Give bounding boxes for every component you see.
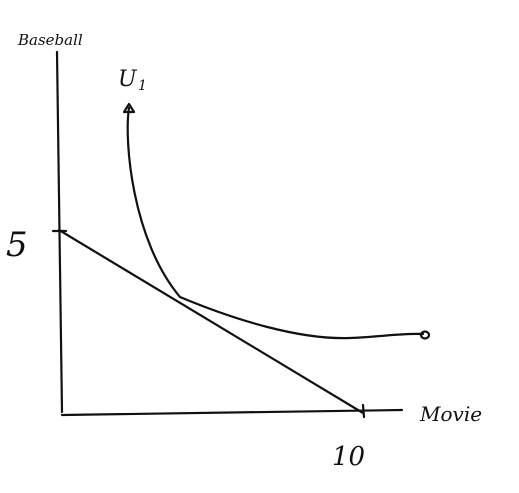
y-intercept-label: 5 — [6, 225, 28, 265]
y-axis-label: Baseball — [17, 31, 83, 49]
curve-top-arrowhead — [122, 102, 136, 114]
curve-label-subscript: 1 — [138, 78, 147, 94]
x-intercept-tick — [361, 403, 366, 419]
x-axis-label: Movie — [419, 402, 482, 426]
x-axis — [60, 408, 404, 417]
curve-end-marker — [419, 330, 431, 340]
indifference-curve — [126, 106, 425, 340]
y-axis — [55, 50, 64, 414]
x-intercept-label: 10 — [332, 442, 365, 472]
curve-label: U — [118, 67, 138, 92]
budget-line — [57, 228, 365, 415]
